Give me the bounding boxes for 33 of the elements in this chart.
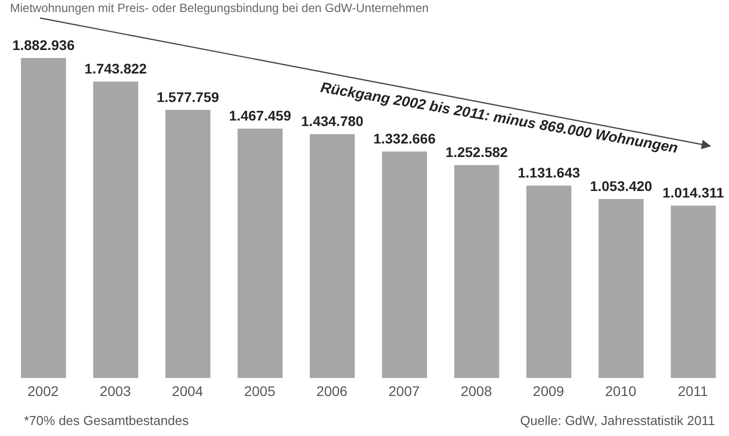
bar — [382, 152, 427, 378]
bar — [21, 58, 66, 378]
bar — [670, 206, 716, 378]
data-label: 1.577.759 — [156, 88, 220, 105]
text: *70% des Gesamtbestandes — [24, 413, 189, 428]
x-tick-label: 2008 — [460, 382, 492, 399]
data-label: 1.131.643 — [518, 164, 580, 181]
x-tick-label: 2009 — [532, 382, 564, 399]
x-tick-label: 2007 — [388, 382, 420, 399]
bar — [238, 128, 283, 378]
bar — [454, 165, 500, 378]
x-tick-label: 2010 — [605, 382, 636, 399]
x-tick-label: 2004 — [172, 382, 204, 399]
source-note: Quelle: GdW, Jahresstatistik 2011 — [520, 413, 715, 428]
x-tick-label: 2006 — [316, 382, 348, 399]
data-label: 1.014.311 — [662, 184, 724, 201]
bar — [93, 82, 138, 378]
bar — [598, 198, 644, 378]
data-label: 1.434.780 — [301, 113, 364, 130]
data-label: 1.882.936 — [12, 37, 75, 53]
bar — [165, 110, 210, 378]
x-tick-label: 2005 — [244, 382, 276, 399]
data-label: 1.332.666 — [373, 130, 436, 147]
data-label: 1.467.459 — [228, 108, 292, 124]
x-tick-label: 2011 — [678, 382, 708, 399]
data-label: 1.743.822 — [84, 60, 148, 77]
chart-subtitle: Mietwohnungen mit Preis- oder Belegungsbindung bei den GdW-Unternehmen — [10, 1, 429, 15]
data-label: 1.252.582 — [446, 144, 508, 160]
bar — [310, 134, 355, 378]
data-label: 1.053.420 — [590, 178, 652, 194]
x-tick-label: 2002 — [28, 382, 59, 399]
bar — [526, 186, 572, 378]
x-tick-label: 2003 — [100, 382, 132, 399]
